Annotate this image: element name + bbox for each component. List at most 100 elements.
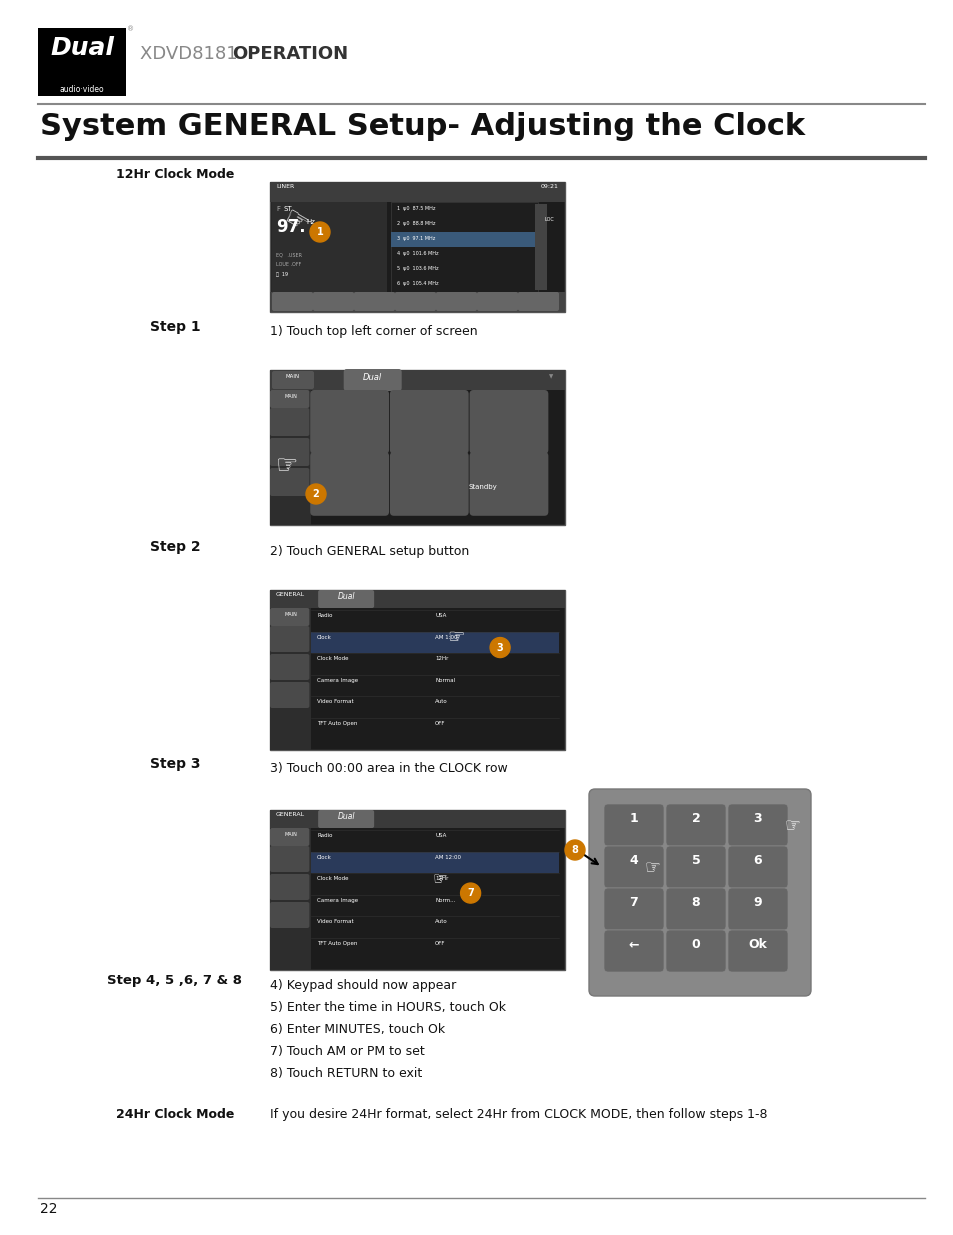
- FancyBboxPatch shape: [354, 291, 395, 311]
- Text: 12Hr: 12Hr: [435, 877, 448, 882]
- Text: System GENERAL Setup- Adjusting the Clock: System GENERAL Setup- Adjusting the Cloc…: [40, 112, 804, 141]
- Circle shape: [460, 883, 480, 903]
- Text: 24Hr Clock Mode: 24Hr Clock Mode: [115, 1108, 233, 1121]
- Circle shape: [306, 484, 326, 504]
- Text: MAIN: MAIN: [286, 374, 300, 379]
- FancyBboxPatch shape: [270, 438, 309, 466]
- Text: Video Format: Video Format: [316, 699, 354, 704]
- FancyBboxPatch shape: [603, 804, 663, 846]
- Bar: [270, 827, 311, 969]
- FancyBboxPatch shape: [603, 930, 663, 972]
- Bar: [270, 810, 564, 969]
- Bar: [311, 852, 558, 873]
- FancyBboxPatch shape: [469, 452, 548, 516]
- Text: TFT Auto Open: TFT Auto Open: [316, 721, 357, 726]
- Text: 5: 5: [691, 853, 700, 867]
- Text: LOUE .OFF: LOUE .OFF: [275, 262, 301, 267]
- Text: Normal: Normal: [435, 678, 455, 683]
- Text: 8: 8: [691, 897, 700, 909]
- Circle shape: [564, 840, 584, 860]
- FancyBboxPatch shape: [665, 804, 725, 846]
- Text: ☞: ☞: [432, 871, 447, 888]
- Text: Radio: Radio: [316, 834, 333, 839]
- FancyBboxPatch shape: [727, 804, 787, 846]
- FancyBboxPatch shape: [270, 902, 309, 927]
- Text: Clock: Clock: [316, 635, 332, 640]
- Text: 4: 4: [629, 853, 638, 867]
- FancyBboxPatch shape: [317, 590, 374, 608]
- Text: Camera Image: Camera Image: [316, 678, 358, 683]
- FancyBboxPatch shape: [588, 789, 810, 995]
- Text: If you desire 24Hr format, select 24Hr from CLOCK MODE, then follow steps 1-8: If you desire 24Hr format, select 24Hr f…: [270, 1108, 767, 1121]
- Text: 22: 22: [40, 1202, 57, 1216]
- FancyBboxPatch shape: [270, 846, 309, 872]
- Text: 09:21: 09:21: [540, 184, 558, 189]
- FancyBboxPatch shape: [603, 888, 663, 930]
- Text: MAIN: MAIN: [284, 613, 296, 618]
- Bar: [270, 590, 564, 750]
- Text: Standby: Standby: [468, 484, 497, 490]
- Text: 1  ψ0  87.5 MHz: 1 ψ0 87.5 MHz: [396, 206, 435, 211]
- Text: 2: 2: [691, 811, 700, 825]
- FancyBboxPatch shape: [272, 291, 313, 311]
- Text: 2) Touch GENERAL setup button: 2) Touch GENERAL setup button: [270, 545, 469, 558]
- Text: 🔊  19: 🔊 19: [275, 272, 288, 277]
- Text: Dual: Dual: [363, 373, 382, 382]
- Text: GENERAL: GENERAL: [275, 811, 305, 818]
- Text: MAIN: MAIN: [284, 394, 296, 399]
- Bar: [311, 631, 558, 653]
- FancyBboxPatch shape: [603, 846, 663, 888]
- Text: ☞: ☞: [277, 204, 314, 241]
- Text: ☞: ☞: [275, 454, 298, 478]
- Text: 2  ψ0  88.8 MHz: 2 ψ0 88.8 MHz: [396, 221, 435, 226]
- Text: AM 12:00: AM 12:00: [435, 855, 460, 860]
- Text: 1: 1: [629, 811, 638, 825]
- Text: Step 2: Step 2: [150, 540, 200, 555]
- FancyBboxPatch shape: [270, 827, 309, 846]
- FancyBboxPatch shape: [665, 846, 725, 888]
- Text: 7) Touch AM or PM to set: 7) Touch AM or PM to set: [270, 1045, 424, 1058]
- FancyBboxPatch shape: [390, 452, 468, 516]
- Text: Dual: Dual: [337, 592, 355, 601]
- Text: 12Hr: 12Hr: [435, 656, 448, 661]
- FancyBboxPatch shape: [476, 291, 517, 311]
- Text: 9: 9: [753, 897, 761, 909]
- FancyBboxPatch shape: [270, 682, 309, 708]
- Text: USA: USA: [435, 614, 446, 619]
- Text: LINER: LINER: [275, 184, 294, 189]
- Text: ←: ←: [628, 939, 639, 951]
- Text: OPERATION: OPERATION: [232, 44, 348, 63]
- Text: USA: USA: [435, 834, 446, 839]
- FancyBboxPatch shape: [270, 468, 309, 496]
- Bar: [535, 204, 547, 290]
- FancyBboxPatch shape: [665, 888, 725, 930]
- Bar: [270, 810, 564, 827]
- Bar: [270, 370, 564, 390]
- Text: TFT Auto Open: TFT Auto Open: [316, 941, 357, 946]
- Text: 2: 2: [313, 489, 319, 499]
- Circle shape: [310, 222, 330, 242]
- Text: GENERAL: GENERAL: [275, 592, 305, 597]
- Text: 4) Keypad should now appear: 4) Keypad should now appear: [270, 979, 456, 992]
- Text: ▼: ▼: [548, 374, 553, 379]
- FancyBboxPatch shape: [270, 874, 309, 900]
- FancyBboxPatch shape: [665, 930, 725, 972]
- Text: ®: ®: [127, 26, 134, 32]
- FancyBboxPatch shape: [270, 608, 309, 626]
- Text: Clock Mode: Clock Mode: [316, 656, 349, 661]
- FancyBboxPatch shape: [270, 626, 309, 652]
- FancyBboxPatch shape: [310, 390, 389, 453]
- Text: 6) Enter MINUTES, touch Ok: 6) Enter MINUTES, touch Ok: [270, 1023, 445, 1036]
- Bar: [38, 28, 126, 96]
- Text: 3  ψ0  97.1 MHz: 3 ψ0 97.1 MHz: [396, 236, 435, 241]
- Text: 8: 8: [571, 845, 578, 855]
- Bar: [391, 232, 537, 247]
- Text: XDVD8181: XDVD8181: [140, 44, 243, 63]
- FancyBboxPatch shape: [727, 888, 787, 930]
- Text: MAIN: MAIN: [284, 832, 296, 837]
- Text: 12Hr Clock Mode: 12Hr Clock Mode: [115, 168, 233, 182]
- Text: ☞: ☞: [447, 629, 464, 647]
- Text: 7: 7: [467, 888, 474, 898]
- Bar: [270, 390, 311, 525]
- FancyBboxPatch shape: [517, 291, 558, 311]
